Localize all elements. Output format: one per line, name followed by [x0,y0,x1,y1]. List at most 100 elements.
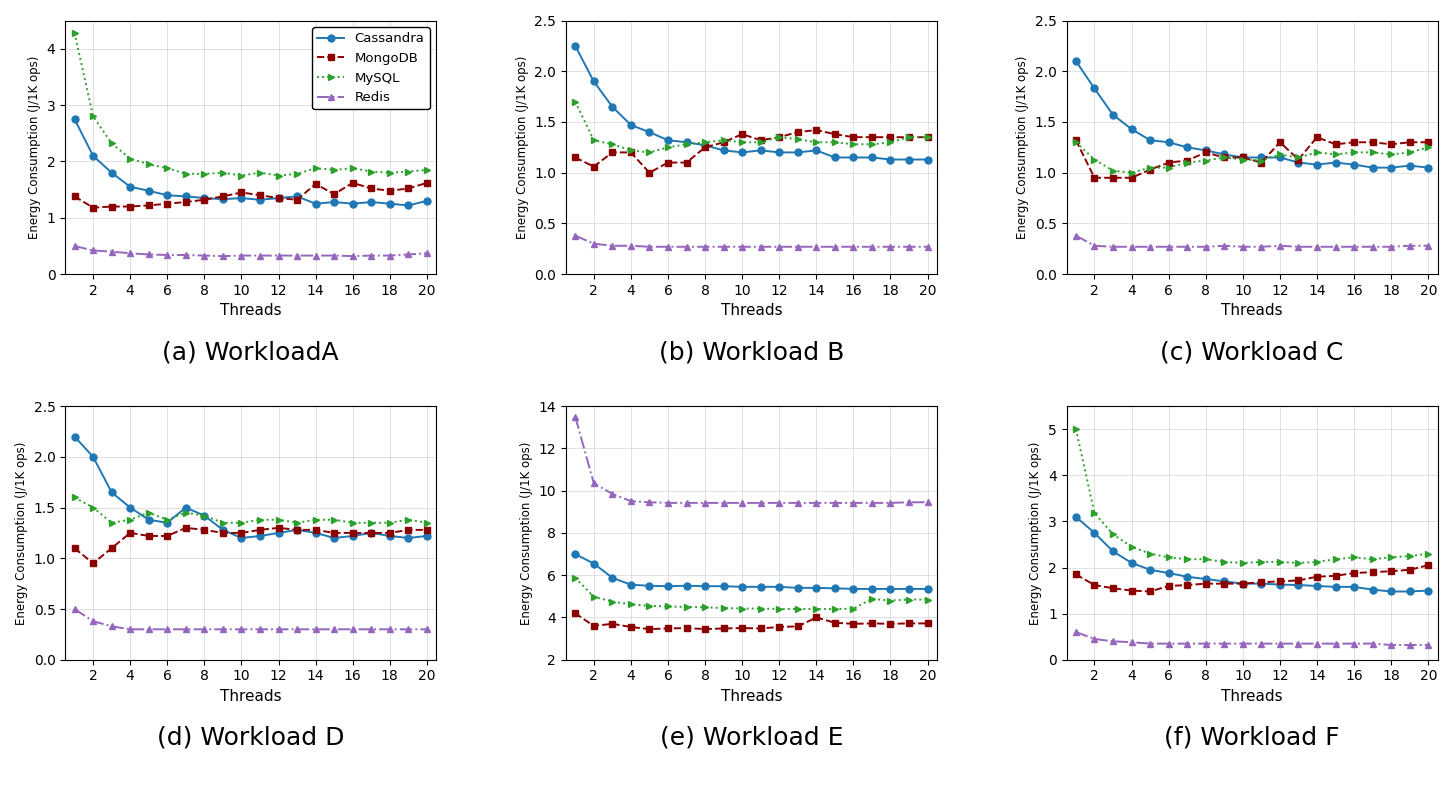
Y-axis label: Energy Consumption (J/1K ops): Energy Consumption (J/1K ops) [1030,441,1042,625]
Y-axis label: Energy Consumption (J/1K ops): Energy Consumption (J/1K ops) [15,441,28,625]
MySQL [844,140,862,149]
Cassandra [1345,582,1363,592]
MongoDB [288,525,305,534]
Cassandra [344,199,362,208]
Redis [1234,242,1251,252]
MySQL [196,511,214,520]
MySQL [251,515,269,524]
Line: MySQL: MySQL [572,98,931,156]
MongoDB [232,188,250,197]
MySQL [1382,149,1399,159]
MySQL [1401,551,1418,560]
Cassandra [753,145,770,155]
MongoDB [603,148,620,157]
Cassandra [214,194,231,204]
Redis [1271,639,1289,648]
MySQL [1308,148,1325,157]
Cassandra [270,193,288,203]
Cassandra [418,196,436,206]
Redis [586,479,603,488]
Cassandra [196,193,214,203]
MongoDB [1159,158,1177,167]
Redis [1420,241,1437,251]
Cassandra [363,197,381,207]
MongoDB [1345,138,1363,147]
Cassandra [381,199,398,208]
Line: MySQL: MySQL [1072,139,1431,176]
Line: MySQL: MySQL [1072,426,1431,567]
Cassandra [325,197,343,207]
MySQL [1197,554,1215,564]
MySQL [84,112,102,121]
MongoDB [177,523,195,533]
MySQL [677,602,695,612]
Cassandra [1420,586,1437,595]
Cassandra [344,531,362,541]
MongoDB [232,528,250,538]
MySQL [122,515,139,524]
Cassandra [270,528,288,538]
Cassandra [734,582,751,592]
Redis [196,625,214,634]
Cassandra [65,115,83,124]
Redis [677,242,695,252]
MySQL [715,603,732,612]
MySQL [827,604,844,614]
MySQL [1216,152,1234,162]
Cassandra [196,511,214,520]
MongoDB [1216,152,1234,162]
Cassandra [715,145,732,155]
Cassandra [251,195,269,204]
MongoDB [1085,173,1103,182]
MySQL [307,163,324,173]
Cassandra [307,528,324,538]
Line: MongoDB: MongoDB [71,524,430,567]
Cassandra [122,182,139,192]
Cassandra [1067,57,1084,66]
Redis [641,498,658,507]
Redis [1308,242,1325,252]
Redis [1067,627,1084,637]
Cassandra [232,193,250,203]
Line: Redis: Redis [1072,232,1431,250]
Redis [177,250,195,259]
Redis [863,498,881,508]
MySQL [139,508,157,517]
MongoDB [844,133,862,142]
MongoDB [307,525,324,534]
Redis [1420,641,1437,650]
Redis [139,625,157,634]
Redis [381,251,398,260]
MongoDB [641,168,658,178]
Text: (f) Workload F: (f) Workload F [1164,725,1340,750]
Text: (c) Workload C: (c) Workload C [1161,340,1344,364]
Cassandra [1142,565,1159,575]
MySQL [1123,168,1141,178]
Redis [844,498,862,508]
Redis [882,498,899,508]
MongoDB [139,531,157,541]
Redis [622,241,639,251]
MongoDB [1067,135,1084,145]
Cassandra [827,152,844,162]
MongoDB [1123,586,1141,595]
MySQL [232,518,250,527]
MySQL [677,140,695,149]
MySQL [1123,542,1141,552]
MongoDB [567,152,584,162]
MongoDB [1067,570,1084,579]
MySQL [1271,149,1289,159]
Cassandra [158,518,176,527]
Line: MongoDB: MongoDB [1072,562,1431,595]
Redis [251,251,269,260]
MongoDB [827,618,844,627]
Redis [122,625,139,634]
Cassandra [363,528,381,538]
Redis [734,498,751,508]
Cassandra [808,145,825,155]
Cassandra [863,584,881,593]
MongoDB [251,190,269,200]
MongoDB [1178,580,1196,590]
MongoDB [1420,560,1437,570]
Line: Redis: Redis [71,243,430,259]
